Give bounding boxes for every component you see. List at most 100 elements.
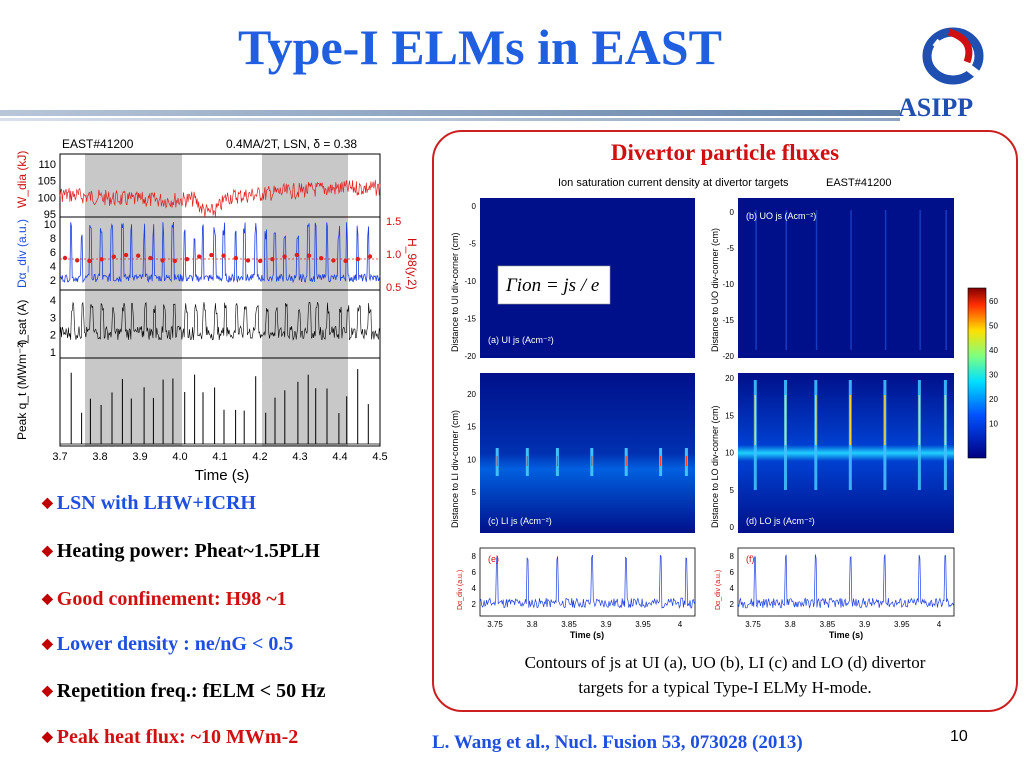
panel-f-label: (f) [746,554,755,564]
xlabel: Time (s) [195,467,249,484]
uo-stripe [919,210,921,350]
li-stripe-peak [526,456,528,466]
tick-a: -5 [469,240,477,249]
h98-point [258,258,263,264]
panel1-tick: 100 [38,192,56,204]
li-stripe-peak [496,456,498,466]
lo-stripe-peak [944,395,947,445]
bullet-2-text: Heating power: Pheat~1.5PLH [56,540,320,562]
bullet-1-text: LSN with LHW+ICRH [56,492,256,514]
panel-b [738,198,954,358]
figure-header: Ion saturation current density at divert… [558,177,789,189]
panel-c [480,373,695,533]
ylabel-c: Distance to LI div-corner (cm) [450,410,460,528]
header-rule-thin [0,118,900,121]
dalpha-e-trace [479,554,696,609]
li-stripe-peak [625,456,627,466]
x-tick-f: 3.75 [745,620,761,629]
panel2-tick: 4 [50,261,56,273]
panel1-tick: 110 [38,159,56,171]
h98-point [136,253,141,258]
panel2-right-ylabel: H_98(y,2) [405,238,419,290]
asipp-logo-icon [922,27,984,85]
tick-f: 6 [730,568,735,577]
lo-stripe-peak [884,395,886,445]
panel2-tick: 2 [50,275,56,287]
isat-trace [59,301,381,341]
xlabel-f: Time (s) [829,630,863,640]
h98-point [197,254,202,259]
ylabel-d: Distance to LO div-corner (cm) [710,405,720,528]
tick-c: 5 [472,488,477,497]
dalpha-trace [59,222,381,284]
h98-point [148,255,153,261]
figure-caption: Contours of js at UI (a), UO (b), LI (c)… [445,650,1005,700]
uo-stripe [785,210,787,350]
h98-point [221,253,226,258]
h98-point [306,253,312,258]
caption-line-2: targets for a typical Type-I ELMy H-mode… [578,678,872,697]
h98-point [282,254,287,259]
ylabel-a: Distance to UI div-corner (cm) [450,232,460,352]
tick-f: 2 [730,600,735,609]
bullet-3: ◆ Good confinement: H98 ~1 [42,588,287,610]
panel2-right-tick: 1.5 [386,216,401,228]
bullet-5-text: Repetition freq.: fELM < 50 Hz [56,680,326,702]
x-tick-f: 3.95 [894,620,910,629]
header-rule [0,110,900,116]
tick-d: 20 [725,374,734,383]
panel2-tick: 8 [50,233,56,245]
ylabel-f: Dα_div (a.u.) [715,570,722,610]
x-tick-f: 4 [937,620,942,629]
tick-e: 2 [472,600,477,609]
shot-label: EAST#41200 [62,137,134,151]
tick-d: 15 [725,411,734,420]
x-tick-f: 3.8 [785,620,797,629]
li-stripe-peak [591,456,593,466]
page-number: 10 [950,728,968,745]
uo-stripe [945,210,947,350]
bullet-4: ◆ Lower density : ne/nG < 0.5 [42,633,294,655]
panel-a-label: (a) UI js (Acm⁻²) [488,335,554,345]
panel4-ylabel: Peak q_t (MWm⁻²) [15,340,29,440]
tick-c: 10 [467,455,476,464]
bullet-4-text: Lower density : ne/nG < 0.5 [56,633,294,655]
caption-line-1: Contours of js at UI (a), UO (b), LI (c)… [524,653,926,672]
panel2-tick: 6 [50,247,56,259]
panel3-tick: 4 [50,295,56,307]
x-tick-e: 3.85 [561,620,577,629]
panel1-tick: 95 [44,209,56,221]
x-tick: 4.5 [372,451,387,463]
reference: L. Wang et al., Nucl. Fusion 53, 073028 … [432,732,803,753]
panel3-tick: 2 [50,330,56,342]
panel-d [738,373,954,533]
h98-point [172,258,177,264]
panel2-right-tick: 1.0 [386,249,401,261]
lo-stripe-peak [754,395,756,445]
panel-c-label: (c) LI js (Acm⁻²) [488,516,552,526]
params-label: 0.4MA/2T, LSN, δ = 0.38 [226,137,357,151]
colorbar-tick: 10 [989,420,998,429]
tick-f: 4 [730,584,735,593]
colorbar-tick: 40 [989,346,998,355]
li-stripe-peak [556,456,558,466]
wdia-trace [59,180,381,217]
li-stripe-peak [660,456,662,466]
h98-point [123,252,129,258]
x-tick: 3.8 [92,451,107,463]
tick-b: -5 [727,244,735,253]
x-tick-e: 3.95 [635,620,651,629]
tick-b: 0 [730,208,735,217]
lo-stripe-peak [918,395,921,445]
tick-d: 0 [730,523,735,532]
h98-point [184,257,190,262]
tick-b: -15 [722,316,734,325]
divertor-contour-figure: Ion saturation current density at divert… [450,177,998,640]
colorbar-tick: 30 [989,371,998,380]
tick-b: -20 [722,352,734,361]
colorbar-tick: 50 [989,322,998,331]
bullet-5: ◆ Repetition freq.: fELM < 50 Hz [42,680,326,702]
x-tick: 4.2 [252,451,267,463]
panel2-tick: 10 [44,219,56,231]
panel2-right-tick: 0.5 [386,282,401,294]
